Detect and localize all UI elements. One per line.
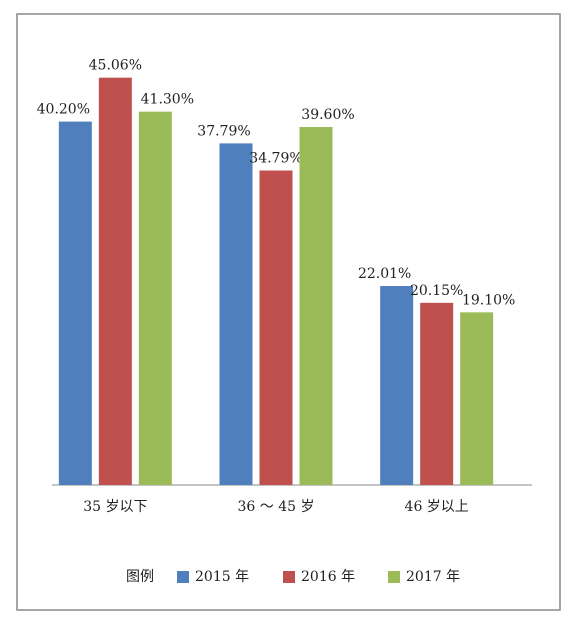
value-label: 45.06% [89, 58, 142, 74]
x-tick-label: 46 岁以上 [405, 499, 469, 515]
value-label: 19.10% [462, 292, 515, 308]
value-label: 39.60% [301, 107, 354, 123]
bar [299, 127, 333, 486]
value-label: 22.01% [358, 266, 411, 282]
bar [98, 77, 132, 486]
legend-swatch [388, 571, 400, 583]
value-label: 34.79% [249, 150, 302, 166]
bar [58, 121, 92, 485]
bar [380, 286, 414, 485]
bar [460, 312, 494, 485]
bar [420, 302, 454, 485]
value-label: 40.20% [37, 102, 90, 118]
legend-label: 2017 年 [406, 569, 460, 585]
bar [138, 111, 172, 485]
bar [219, 143, 253, 485]
legend-swatch [283, 571, 295, 583]
legend-title: 图例 [126, 569, 154, 585]
x-tick-label: 36 ～ 45 岁 [238, 499, 315, 515]
legend-label: 2015 年 [195, 569, 249, 585]
legend-label: 2016 年 [301, 569, 355, 585]
legend-swatch [177, 571, 189, 583]
value-label: 41.30% [141, 92, 194, 108]
bar [259, 170, 293, 485]
x-tick-label: 35 岁以下 [83, 499, 147, 515]
value-label: 20.15% [410, 283, 463, 299]
value-label: 37.79% [197, 123, 250, 139]
